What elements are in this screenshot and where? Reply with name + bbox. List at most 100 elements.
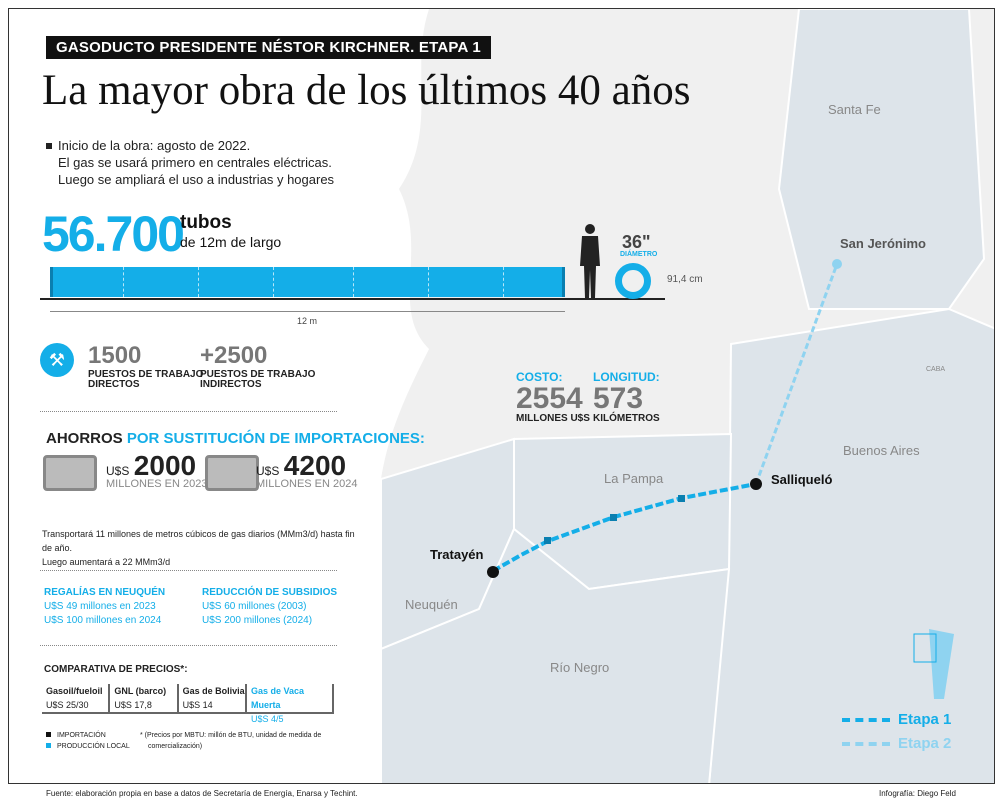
length-label: 12 m [297,316,318,326]
length-km-label: LONGITUD: [593,370,660,384]
savings-value: 4200 [283,450,347,481]
length-km-value: 573 [593,382,644,415]
legend-etapa1-line [842,718,890,722]
savings-2023: U$S 2000 MILLONES EN 2023 [106,450,208,490]
subsidies-line: U$S 200 millones (2024) [202,615,313,626]
diameter-label: DIÁMETRO [620,251,658,258]
province-label: Neuquén [405,597,458,612]
intro-line: Luego se ampliará el uso a industrias y … [58,172,335,187]
jobs-label: PUESTOS DE TRABAJO [200,369,316,380]
province-santa-fe [777,9,986,310]
money-icon [205,455,259,491]
credit: Infografía: Diego Feld [879,789,956,798]
worker-icon: ⚒ [40,343,74,377]
royalties-line: U$S 100 millones en 2024 [44,615,162,626]
legend-local: PRODUCCIÓN LOCAL [57,743,130,750]
royalties-block: REGALÍAS EN NEUQUÉN U$S 49 millones en 2… [44,586,165,628]
jobs-value: 1500 [88,342,142,369]
compressor-marker [610,514,617,521]
locator-box [913,633,937,663]
caba-label: CABA [926,366,946,373]
royalties-title: REGALÍAS EN NEUQUÉN [44,587,166,598]
length-measure [50,311,565,312]
kicker: GASODUCTO PRESIDENTE NÉSTOR KIRCHNER. ET… [46,36,491,59]
price-value: U$S 14 [182,700,213,710]
jobs-label: INDIRECTOS [200,379,262,390]
prices-note: * (Precios por MBTU: millón de BTU, unid… [140,730,321,752]
price-value: U$S 17,8 [114,700,152,710]
province-rio-negro [380,527,731,783]
divider [40,645,337,646]
length-km-unit: KILÓMETROS [593,413,660,424]
savings-title-b: POR SUSTITUCIÓN DE IMPORTACIONES: [126,430,425,447]
length-block: LONGITUD: 573 KILÓMETROS [593,370,660,424]
price-value: U$S 25/30 [46,700,89,710]
province-buenos-aires [708,307,994,783]
city-marker-tratayen [487,566,499,578]
savings-title: AHORROS POR SUSTITUCIÓN DE IMPORTACIONES… [46,430,425,447]
price-name: Gasoil/fueloil [46,686,103,696]
ground-line [40,298,665,300]
currency: U$S [106,464,130,478]
tubes-label: tubos [180,212,232,233]
pipeline-etapa-1 [492,482,757,573]
city-marker-salliquelo [750,478,762,490]
tubes-count: 56.700 [42,206,185,262]
jobs-label: PUESTOS DE TRABAJO [88,369,204,380]
map [9,9,994,783]
pipe-cross-section [615,263,651,299]
page-title: La mayor obra de los últimos 40 años [42,67,691,114]
subsidies-title: REDUCCIÓN DE SUBSIDIOS [202,587,338,598]
note-line: comercialización) [148,743,203,750]
price-name: GNL (barco) [114,686,167,696]
intro-line: Inicio de la obra: agosto de 2022. [58,138,251,153]
savings-title-a: AHORROS [46,430,123,447]
currency: U$S [256,464,280,478]
jobs-indirect: +2500 PUESTOS DE TRABAJO INDIRECTOS [200,342,315,390]
city-marker-san-jeronimo [832,259,842,269]
divider [40,570,337,571]
cost-label: COSTO: [516,370,563,384]
jobs-label: DIRECTOS [88,379,140,390]
money-icon [43,455,97,491]
price-name: Gas de Bolivia [182,686,245,696]
savings-sub: MILLONES EN 2024 [256,478,358,490]
price-col: Gas de Bolivia U$S 14 [179,684,247,712]
infographic-frame [8,8,995,784]
royalties-line: U$S 49 millones en 2023 [44,601,156,612]
cost-block: COSTO: 2554 MILLONES U$S [516,370,590,424]
city-label: Salliqueló [771,472,833,487]
cost-unit: MILLONES U$S [516,413,590,424]
intro-line: El gas se usará primero en centrales elé… [58,155,332,170]
transport-line: Luego aumentará a 22 MMm3/d [42,557,171,567]
pipeline-etapa-2 [754,263,839,485]
source: Fuente: elaboración propia en base a dat… [46,789,358,798]
cost-value: 2554 [516,382,583,415]
subsidies-block: REDUCCIÓN DE SUBSIDIOS U$S 60 millones (… [202,586,337,628]
province-label: Buenos Aires [843,443,920,458]
province-label: La Pampa [604,471,664,486]
subsidies-line: U$S 60 millones (2003) [202,601,307,612]
savings-value: 2000 [133,450,197,481]
price-name: Gas de Vaca Muerta [250,686,305,710]
transport-text: Transportará 11 millones de metros cúbic… [42,527,362,569]
jobs-value: +2500 [200,342,268,369]
savings-2024: U$S 4200 MILLONES EN 2024 [256,450,358,490]
price-value: U$S 4/5 [250,714,284,724]
price-col: Gasoil/fueloil U$S 25/30 [42,684,111,712]
intro-text: Inicio de la obra: agosto de 2022. El ga… [46,137,334,188]
legend-import: IMPORTACIÓN [57,732,106,739]
compressor-marker [678,495,685,502]
city-label: San Jerónimo [840,236,926,251]
prices-legend: IMPORTACIÓN PRODUCCIÓN LOCAL [46,730,130,752]
compressor-marker [544,537,551,544]
legend-etapa2-line [842,742,890,746]
transport-line: Transportará 11 millones de metros cúbic… [42,529,355,553]
province-label: Río Negro [550,660,610,675]
prices-table: Gasoil/fueloil U$S 25/30 GNL (barco) U$S 1… [42,684,334,724]
price-col: GNL (barco) U$S 17,8 [110,684,179,712]
legend-etapa2: Etapa 2 [898,735,952,752]
divider [40,411,337,412]
diameter-value: 36" [622,232,651,252]
province-label: Santa Fe [828,102,881,117]
